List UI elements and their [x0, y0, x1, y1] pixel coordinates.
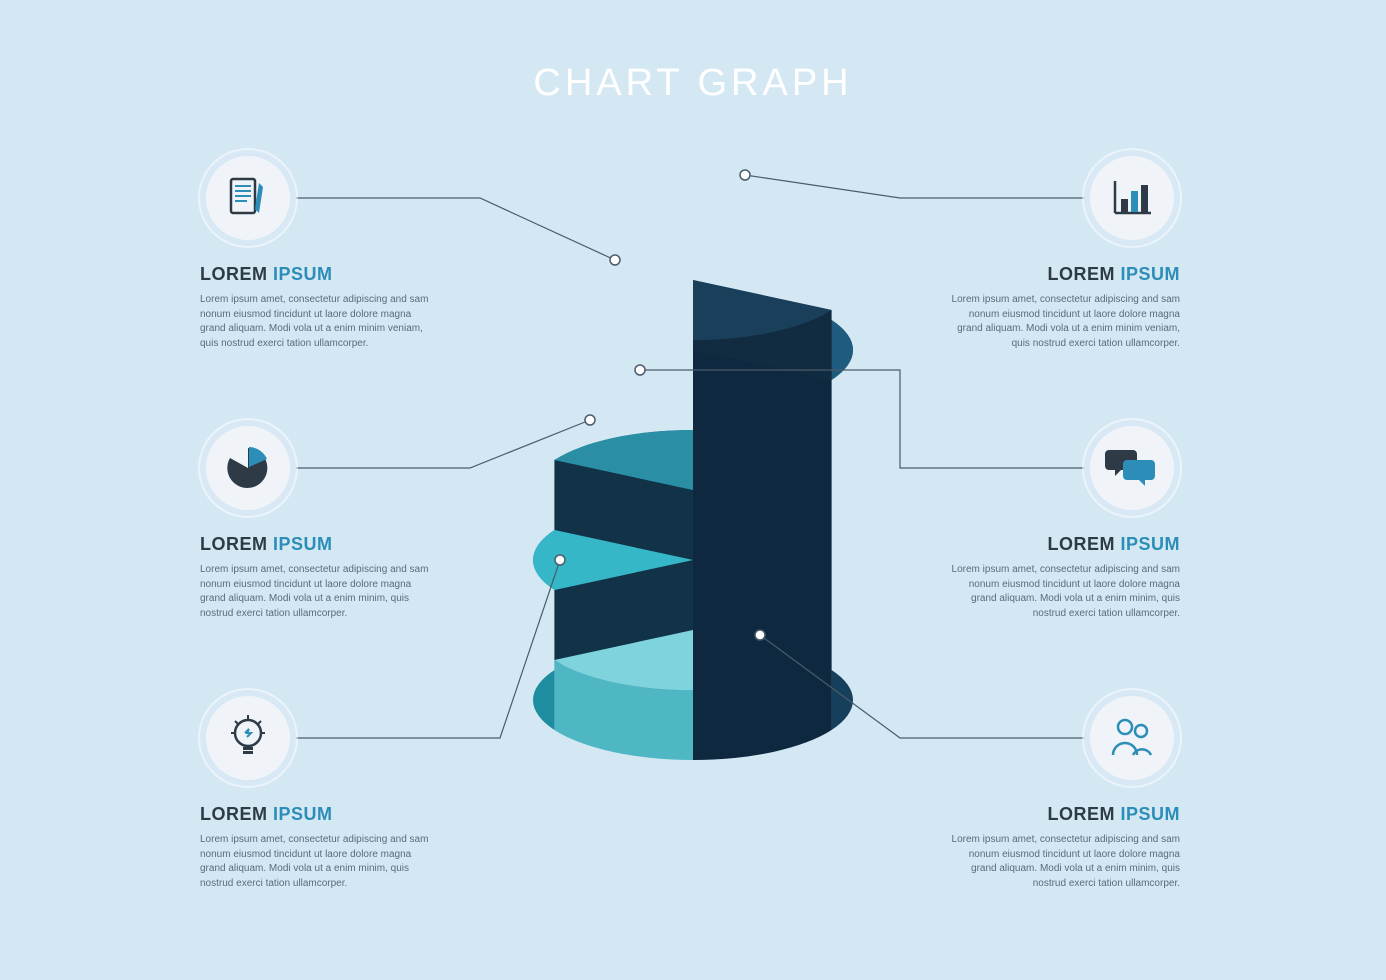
block-title: LOREM IPSUM — [200, 804, 460, 825]
block-body: Lorem ipsum amet, consectetur adipiscing… — [950, 293, 1180, 351]
people-icon — [1084, 690, 1180, 786]
title-word2: IPSUM — [273, 534, 333, 554]
block-body: Lorem ipsum amet, consectetur adipiscing… — [200, 293, 430, 351]
title-word2: IPSUM — [273, 264, 333, 284]
chat-icon — [1084, 420, 1180, 516]
info-block-bars: LOREM IPSUM Lorem ipsum amet, consectetu… — [920, 150, 1180, 351]
block-title: LOREM IPSUM — [920, 264, 1180, 285]
block-title: LOREM IPSUM — [200, 264, 460, 285]
block-body: Lorem ipsum amet, consectetur adipiscing… — [950, 563, 1180, 621]
title-word1: LOREM — [200, 804, 268, 824]
title-word2: IPSUM — [1120, 534, 1180, 554]
page-title: CHART GRAPH — [533, 62, 852, 105]
info-block-people: LOREM IPSUM Lorem ipsum amet, consectetu… — [920, 690, 1180, 891]
title-word1: LOREM — [200, 264, 268, 284]
title-word2: IPSUM — [273, 804, 333, 824]
bars-icon — [1084, 150, 1180, 246]
document-icon — [200, 150, 296, 246]
block-body: Lorem ipsum amet, consectetur adipiscing… — [200, 833, 430, 891]
pie-icon — [200, 420, 296, 516]
title-word1: LOREM — [200, 534, 268, 554]
block-body: Lorem ipsum amet, consectetur adipiscing… — [950, 833, 1180, 891]
bulb-icon — [200, 690, 296, 786]
title-word1: LOREM — [1047, 534, 1115, 554]
block-title: LOREM IPSUM — [920, 804, 1180, 825]
info-block-bulb: LOREM IPSUM Lorem ipsum amet, consectetu… — [200, 690, 460, 891]
title-word1: LOREM — [1047, 804, 1115, 824]
info-block-document: LOREM IPSUM Lorem ipsum amet, consectetu… — [200, 150, 460, 351]
block-title: LOREM IPSUM — [920, 534, 1180, 555]
title-word2: IPSUM — [1120, 804, 1180, 824]
info-block-chat: LOREM IPSUM Lorem ipsum amet, consectetu… — [920, 420, 1180, 621]
title-word1: LOREM — [1047, 264, 1115, 284]
infographic-canvas: CHART GRAPH LOREM IPSUM Lorem ipsum amet… — [0, 0, 1386, 980]
block-title: LOREM IPSUM — [200, 534, 460, 555]
block-body: Lorem ipsum amet, consectetur adipiscing… — [200, 563, 430, 621]
title-word2: IPSUM — [1120, 264, 1180, 284]
info-block-pie: LOREM IPSUM Lorem ipsum amet, consectetu… — [200, 420, 460, 621]
